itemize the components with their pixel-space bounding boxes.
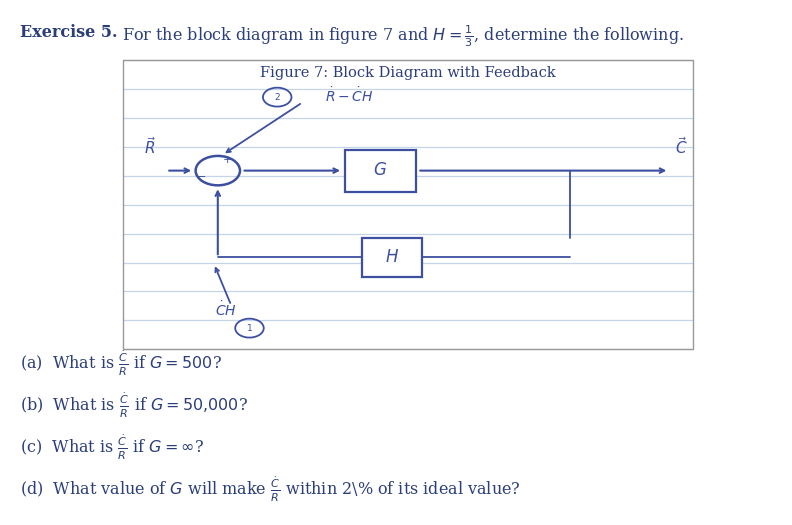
Text: $H$: $H$ [385, 249, 399, 266]
Text: $G$: $G$ [373, 162, 387, 179]
Bar [345, 150, 416, 192]
Text: Figure 7: Block Diagram with Feedback: Figure 7: Block Diagram with Feedback [260, 66, 556, 80]
Text: 2: 2 [274, 92, 280, 102]
Text: $\dot{R} - \dot{C}H$: $\dot{R} - \dot{C}H$ [325, 86, 373, 105]
Text: (d)  What value of $G$ will make $\frac{\dot{C}}{R}$ within 2\% of its ideal val: (d) What value of $G$ will make $\frac{\… [20, 475, 520, 505]
Text: $\vec{C}$: $\vec{C}$ [675, 136, 687, 158]
Text: $\vec{R}$: $\vec{R}$ [144, 136, 157, 158]
Text: (c)  What is $\frac{\dot{C}}{R}$ if $G = \infty$?: (c) What is $\frac{\dot{C}}{R}$ if $G = … [20, 433, 204, 463]
Bar [363, 237, 422, 277]
Text: $\dot{C}H$: $\dot{C}H$ [215, 300, 237, 319]
Text: (b)  What is $\frac{\dot{C}}{R}$ if $G = 50{,}000$?: (b) What is $\frac{\dot{C}}{R}$ if $G = … [20, 391, 248, 421]
Text: For the block diagram in figure 7 and $H = \frac{1}{3}$, determine the following: For the block diagram in figure 7 and $H… [117, 24, 684, 49]
Text: +: + [223, 155, 232, 165]
Text: 1: 1 [246, 323, 253, 333]
Text: −: − [197, 172, 207, 182]
Bar [123, 60, 693, 349]
Text: (a)  What is $\frac{\dot{C}}{R}$ if $G = 500$?: (a) What is $\frac{\dot{C}}{R}$ if $G = … [20, 349, 222, 379]
Text: Exercise 5.: Exercise 5. [20, 24, 117, 40]
